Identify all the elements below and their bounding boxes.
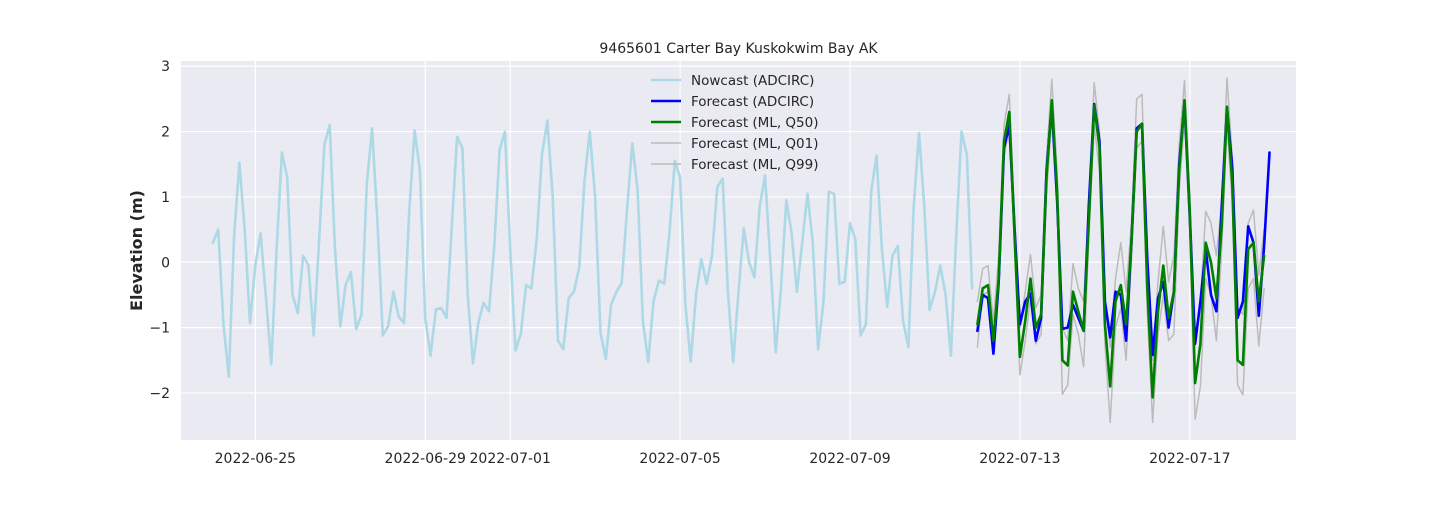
tick-labels: 2022-06-25 2022-06-29 2022-07-01 2022-07-05… (149, 59, 1230, 467)
x-tick-label: 2022-07-01 (470, 451, 551, 467)
x-tick-label: 2022-07-17 (1149, 451, 1230, 467)
y-axis-label: Elevation (m) (127, 190, 146, 311)
y-tick-label: 3 (161, 59, 170, 75)
legend-entry: Forecast (ADCIRC) (691, 94, 814, 110)
series-lines (211, 77, 1271, 424)
x-tick-label: 2022-06-25 (215, 451, 296, 467)
y-tick-label: 2 (161, 125, 170, 141)
chart-title: 9465601 Carter Bay Kuskokwim Bay AK (599, 41, 878, 57)
x-tick-label: 2022-07-13 (979, 451, 1060, 467)
legend-entry: Forecast (ML, Q99) (691, 157, 819, 173)
x-tick-label: 2022-06-29 (385, 451, 466, 467)
y-tick-label: 1 (161, 190, 170, 206)
x-tick-label: 2022-07-09 (809, 451, 890, 467)
y-tick-label: −2 (149, 386, 170, 402)
series-line-forecast-q50 (976, 98, 1266, 399)
legend-entry: Nowcast (ADCIRC) (691, 73, 814, 89)
x-tick-label: 2022-07-05 (639, 451, 720, 467)
y-tick-label: −1 (149, 321, 170, 337)
y-tick-label: 0 (161, 255, 170, 271)
series-line-nowcast (211, 119, 974, 378)
series-line-forecast-q99 (976, 77, 1265, 362)
series-line-forecast-q01 (976, 117, 1265, 424)
legend: Nowcast (ADCIRC) Forecast (ADCIRC) Forecas… (651, 73, 819, 173)
legend-entry: Forecast (ML, Q50) (691, 115, 819, 131)
legend-entry: Forecast (ML, Q01) (691, 136, 819, 152)
